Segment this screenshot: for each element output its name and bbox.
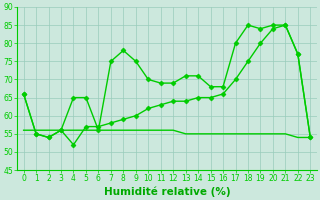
X-axis label: Humidité relative (%): Humidité relative (%) xyxy=(104,186,230,197)
